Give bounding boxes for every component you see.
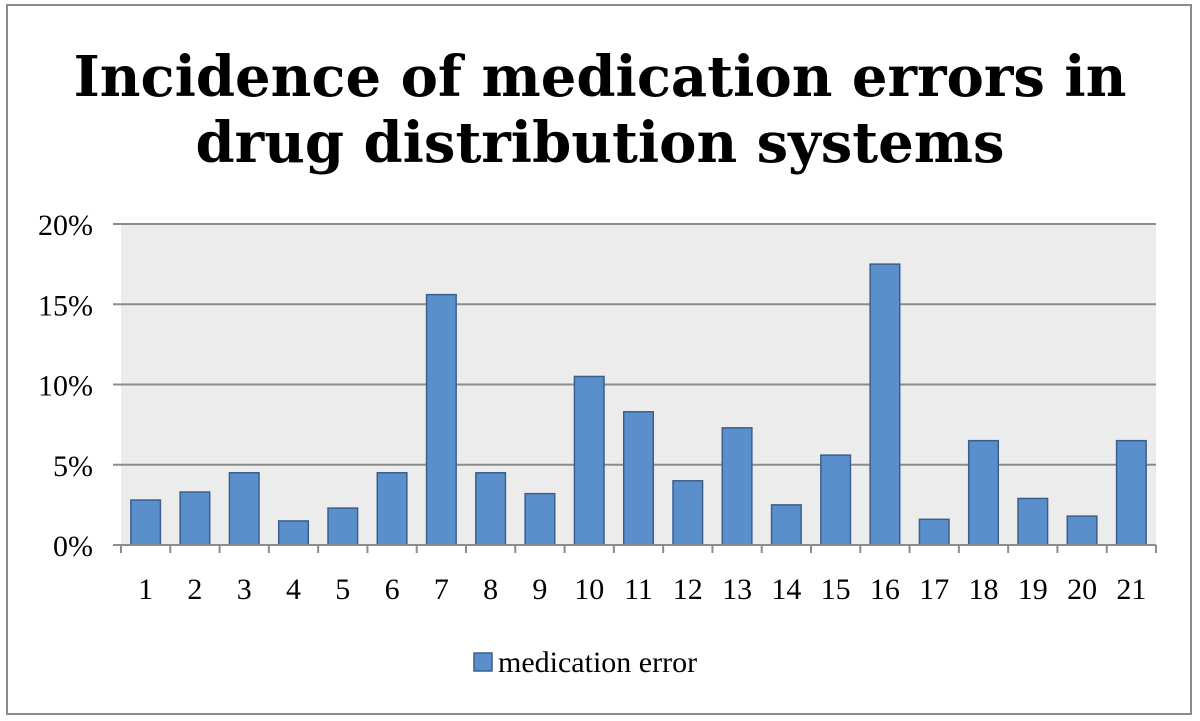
- bar-12: [672, 480, 704, 546]
- x-tick-label: 21: [1116, 573, 1146, 606]
- bar-17: [918, 518, 950, 546]
- x-tick-label: 9: [532, 573, 547, 606]
- bar-10: [573, 375, 605, 546]
- bar-15: [820, 454, 852, 546]
- x-tick-label: 5: [335, 573, 350, 606]
- x-tick-label: 20: [1067, 573, 1097, 606]
- x-axis-ticks: 1 2 3 4 5 6 7 8 9 10 11 12 13 14 15 16 17 18 19 20 21: [120, 545, 1157, 606]
- bar-4: [277, 520, 310, 546]
- bar-6: [376, 472, 408, 546]
- bar-11: [622, 411, 655, 546]
- y-axis-ticks: 0% 5% 10% 15% 20%: [38, 209, 121, 563]
- x-tick-label: 14: [771, 573, 801, 606]
- bar-8: [475, 472, 507, 546]
- bar-14: [770, 504, 802, 546]
- x-tick-label: 3: [237, 573, 252, 606]
- x-tick-label: 8: [483, 573, 498, 606]
- x-tick-label: 4: [286, 573, 301, 606]
- chart-title: Incidence of medication errors in drug d…: [73, 44, 1127, 176]
- x-tick-label: 7: [434, 573, 449, 606]
- bar-5: [327, 507, 359, 546]
- x-tick-label: 13: [722, 573, 752, 606]
- x-tick-label: 1: [138, 573, 153, 606]
- y-tick-label: 15%: [38, 289, 93, 322]
- bar-19: [1017, 497, 1049, 546]
- y-tick-label: 5%: [53, 450, 93, 483]
- bar-16: [869, 263, 901, 546]
- x-tick-label: 11: [624, 573, 653, 606]
- bar-21: [1115, 439, 1147, 546]
- bar-20: [1066, 515, 1098, 546]
- x-tick-label: 6: [385, 573, 400, 606]
- x-tick-label: 10: [574, 573, 604, 606]
- bar-13: [721, 427, 753, 546]
- bar-3: [228, 472, 260, 546]
- bar-9: [524, 492, 556, 546]
- x-tick-label: 18: [969, 573, 999, 606]
- y-tick-label: 0%: [53, 530, 93, 563]
- x-tick-label: 15: [821, 573, 851, 606]
- legend: medication error: [473, 646, 697, 679]
- y-tick-label: 10%: [38, 370, 93, 403]
- x-tick-label: 17: [919, 573, 949, 606]
- x-tick-label: 19: [1018, 573, 1048, 606]
- x-tick-label: 2: [187, 573, 202, 606]
- y-tick-label: 20%: [38, 209, 93, 242]
- bar-2: [179, 491, 211, 546]
- bars: [130, 263, 1147, 546]
- legend-label: medication error: [498, 646, 697, 679]
- bar-7: [425, 293, 457, 546]
- bar-18: [967, 439, 1000, 546]
- x-tick-label: 16: [870, 573, 900, 606]
- bar-1: [130, 499, 162, 546]
- legend-swatch: [473, 652, 493, 672]
- x-tick-label: 12: [673, 573, 703, 606]
